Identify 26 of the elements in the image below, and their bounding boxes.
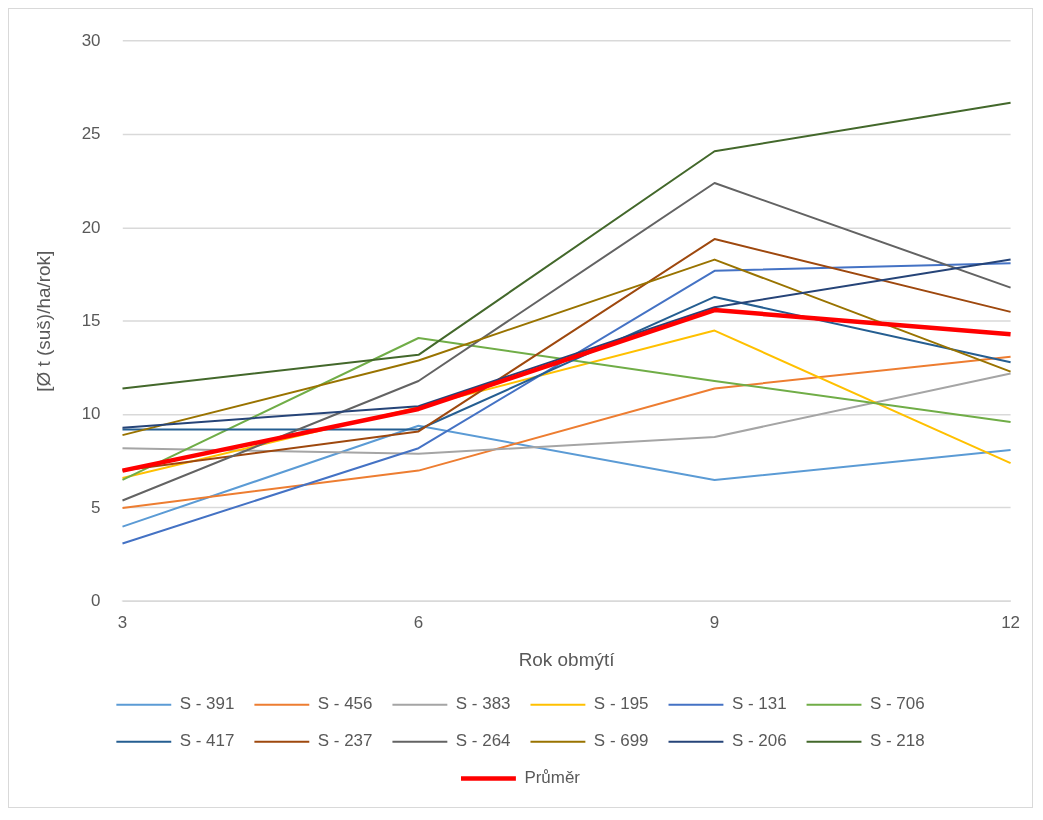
y-tick-label: 25 — [81, 124, 101, 144]
x-tick-label: 3 — [117, 613, 128, 633]
legend-label: S - 264 — [455, 731, 511, 751]
legend-label: S - 195 — [593, 694, 649, 714]
legend-label: S - 383 — [455, 694, 511, 714]
y-tick-label: 5 — [91, 497, 101, 517]
y-tick-label: 15 — [81, 310, 101, 330]
legend-label: S - 131 — [731, 694, 787, 714]
legend-label: Průměr — [524, 768, 581, 788]
legend-label: S - 218 — [869, 731, 925, 751]
y-tick-label: 10 — [81, 404, 101, 424]
legend-label: S - 417 — [179, 731, 235, 751]
legend-label: S - 237 — [317, 731, 373, 751]
y-tick-label: 30 — [81, 30, 101, 50]
y-tick-label: 0 — [91, 591, 101, 610]
x-tick-label: 6 — [413, 613, 424, 633]
x-tick-label: 12 — [1001, 613, 1021, 633]
legend-label: S - 699 — [593, 731, 649, 751]
legend-label: S - 391 — [179, 694, 235, 714]
legend-label: S - 206 — [731, 731, 787, 751]
y-axis-title: [Ø t (suš)/ha/rok] — [32, 250, 54, 392]
x-axis-title: Rok obmýtí — [518, 649, 616, 671]
x-tick-label: 9 — [709, 613, 720, 633]
legend-label: S - 456 — [317, 694, 373, 714]
legend-label: S - 706 — [869, 694, 925, 714]
y-tick-label: 20 — [81, 217, 101, 237]
